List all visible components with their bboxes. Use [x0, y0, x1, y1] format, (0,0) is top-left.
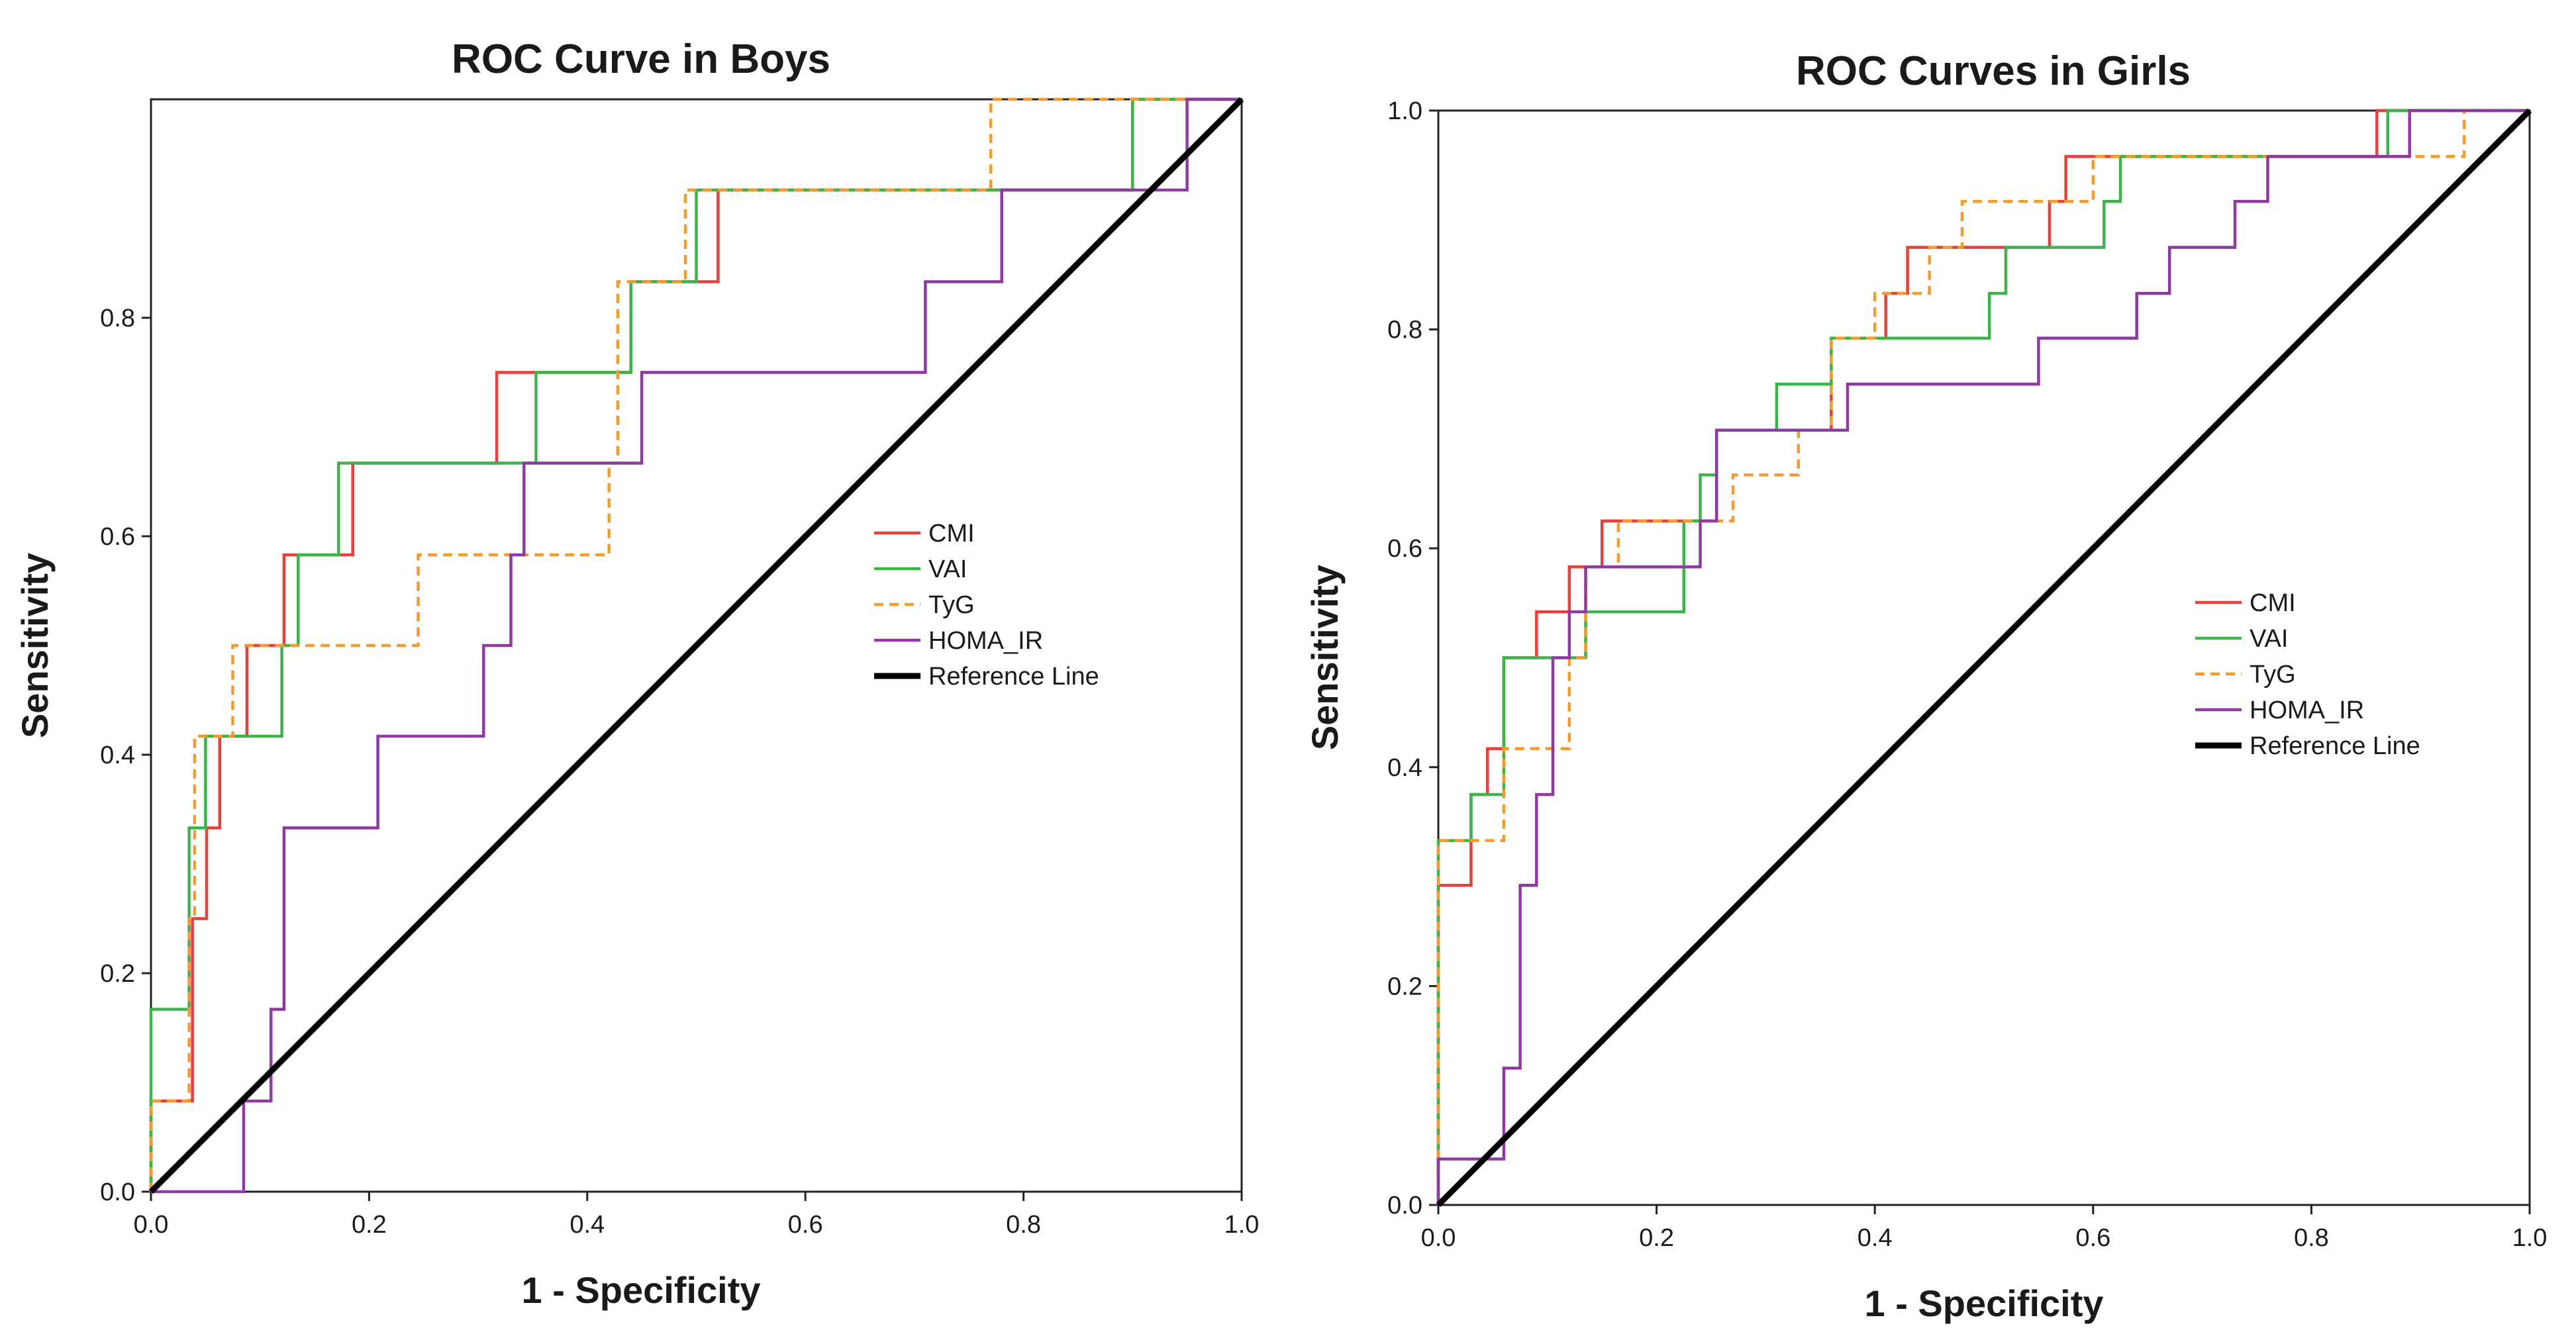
series-line-reference-line — [1436, 108, 2532, 1208]
y-tick-label: 0.6 — [100, 523, 135, 551]
legend-label: VAI — [928, 555, 967, 583]
y-tick-label: 0.0 — [1387, 1192, 1422, 1220]
y-tick-label: 0.8 — [100, 305, 135, 332]
legend-label: TyG — [928, 591, 975, 619]
x-tick-label: 0.8 — [1006, 1211, 1041, 1239]
series-line-cmi — [149, 97, 1242, 1192]
x-axis-label: 1 - Specificity — [1864, 1282, 2103, 1324]
plot-frame — [150, 98, 1243, 1193]
plot-frame — [1437, 109, 2531, 1206]
chart-0: ROC Curve in Boys 0.0 0.2 0.4 0.6 0.8 1.0 0.0 0.… — [14, 36, 1259, 1311]
y-tick-label: 0.8 — [1387, 316, 1422, 344]
x-tick-label: 0.0 — [134, 1211, 169, 1239]
chart-title: ROC Curves in Girls — [1796, 48, 2191, 94]
legend-label: VAI — [2250, 625, 2288, 653]
y-tick-label: 0.0 — [100, 1178, 135, 1206]
y-axis-label: Sensitivity — [1304, 565, 1346, 750]
x-tick-label: 1.0 — [1224, 1211, 1260, 1239]
series-line-tyg — [149, 97, 1242, 1192]
legend-label: CMI — [2250, 589, 2296, 617]
series-line-homa-ir — [1436, 109, 2530, 1205]
chart-title: ROC Curve in Boys — [452, 36, 830, 82]
x-axis-label: 1 - Specificity — [521, 1269, 760, 1311]
chart-1: ROC Curves in Girls 0.0 0.2 0.4 0.6 0.8 1.0 0.0… — [1304, 48, 2547, 1324]
legend-label: HOMA_IR — [2250, 696, 2364, 724]
legend-label: Reference Line — [2250, 732, 2420, 760]
y-tick-label: 0.2 — [100, 960, 135, 988]
y-axis-label: Sensitivity — [14, 553, 56, 738]
y-tick-label: 1.0 — [1387, 97, 1422, 125]
legend-label: Reference Line — [928, 663, 1099, 691]
legend-label: CMI — [928, 520, 975, 548]
y-tick-label: 0.4 — [100, 742, 135, 769]
x-tick-label: 0.0 — [1421, 1224, 1456, 1252]
series-line-homa-ir — [151, 97, 1242, 1194]
x-tick-label: 0.2 — [352, 1211, 387, 1239]
y-tick-label: 0.4 — [1387, 754, 1422, 782]
legend-label: TyG — [2250, 661, 2296, 689]
x-tick-label: 0.6 — [788, 1211, 823, 1239]
y-tick-label: 0.6 — [1387, 535, 1422, 563]
x-tick-label: 0.6 — [2075, 1224, 2110, 1252]
y-tick-label: 0.2 — [1387, 973, 1422, 1000]
series-line-reference-line — [148, 97, 1244, 1194]
x-tick-label: 0.4 — [570, 1211, 605, 1239]
x-tick-label: 1.0 — [2512, 1224, 2548, 1252]
series-line-vai — [149, 97, 1242, 1192]
x-tick-label: 0.2 — [1639, 1224, 1674, 1252]
x-tick-label: 0.4 — [1858, 1224, 1893, 1252]
x-tick-label: 0.8 — [2294, 1224, 2329, 1252]
legend-label: HOMA_IR — [928, 627, 1043, 655]
